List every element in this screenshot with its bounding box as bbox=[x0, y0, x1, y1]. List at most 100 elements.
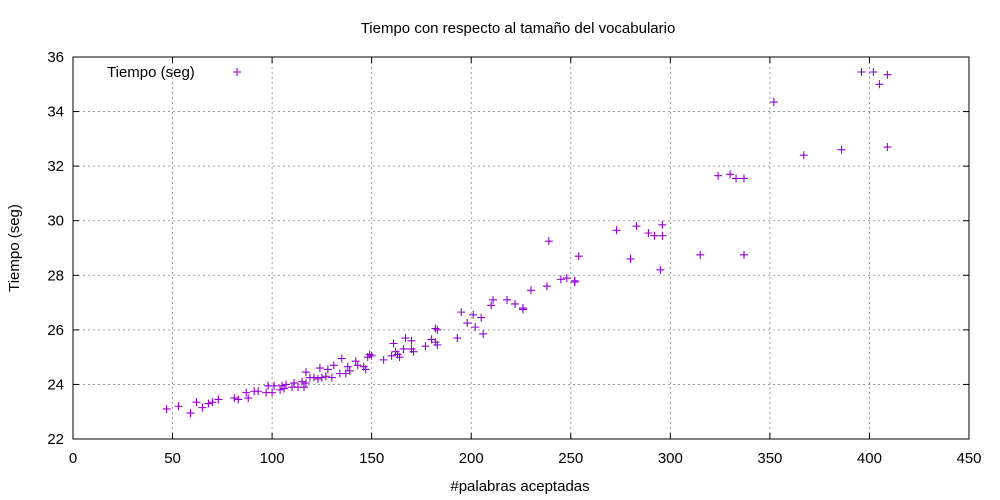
data-point bbox=[186, 409, 195, 418]
grid-lines bbox=[73, 57, 969, 439]
data-points bbox=[162, 68, 892, 418]
data-point bbox=[837, 145, 846, 154]
data-point bbox=[389, 339, 398, 348]
x-axis-tick-labels: 0 50 100 150 200 250 300 350 400 450 bbox=[69, 450, 982, 467]
data-point bbox=[463, 319, 472, 328]
y-axis-label: Tiempo (seg) bbox=[6, 204, 23, 292]
x-tick-label: 250 bbox=[558, 450, 583, 467]
data-point bbox=[268, 388, 277, 397]
data-point bbox=[301, 379, 310, 388]
data-point bbox=[254, 387, 263, 396]
data-point bbox=[282, 380, 291, 389]
data-point bbox=[407, 336, 416, 345]
data-point bbox=[343, 362, 352, 371]
x-tick-label: 300 bbox=[658, 450, 683, 467]
data-point bbox=[875, 80, 884, 89]
data-point bbox=[883, 70, 892, 79]
data-point bbox=[487, 301, 496, 310]
data-point bbox=[234, 395, 243, 404]
data-point bbox=[309, 373, 318, 382]
data-point bbox=[174, 402, 183, 411]
data-point bbox=[242, 388, 251, 397]
data-point bbox=[489, 295, 498, 304]
data-point bbox=[361, 365, 370, 374]
data-point bbox=[192, 398, 201, 407]
data-point bbox=[270, 381, 279, 390]
data-point bbox=[479, 329, 488, 338]
data-point bbox=[230, 394, 239, 403]
x-tick-label: 350 bbox=[757, 450, 782, 467]
legend-marker bbox=[233, 68, 241, 76]
chart-title: Tiempo con respecto al tamaño del vocabu… bbox=[361, 20, 676, 37]
legend-label: Tiempo (seg) bbox=[107, 64, 195, 81]
data-point bbox=[471, 323, 480, 332]
data-point bbox=[570, 276, 579, 285]
data-point bbox=[526, 286, 535, 295]
data-point bbox=[345, 366, 354, 375]
data-point bbox=[544, 237, 553, 246]
data-point bbox=[276, 385, 285, 394]
x-tick-label: 100 bbox=[260, 450, 285, 467]
data-point bbox=[409, 347, 418, 356]
data-point bbox=[518, 304, 527, 313]
data-point bbox=[280, 384, 289, 393]
data-point bbox=[726, 170, 735, 179]
y-tick-label: 26 bbox=[47, 322, 64, 339]
legend-marker-symbol bbox=[233, 68, 241, 76]
data-point bbox=[562, 274, 571, 283]
data-point bbox=[740, 174, 749, 183]
y-tick-label: 32 bbox=[47, 158, 64, 175]
data-point bbox=[433, 340, 442, 349]
data-point bbox=[365, 350, 374, 359]
data-point bbox=[313, 374, 322, 383]
data-point bbox=[453, 334, 462, 343]
data-point bbox=[469, 310, 478, 319]
data-point bbox=[650, 231, 659, 240]
data-point bbox=[214, 395, 223, 404]
data-point bbox=[696, 250, 705, 259]
data-point bbox=[511, 299, 520, 308]
data-point bbox=[883, 143, 892, 152]
y-tick-label: 28 bbox=[47, 267, 64, 284]
data-point bbox=[379, 355, 388, 364]
data-point bbox=[658, 231, 667, 240]
x-tick-label: 50 bbox=[164, 450, 181, 467]
data-point bbox=[387, 351, 396, 360]
data-point bbox=[421, 342, 430, 351]
data-point bbox=[399, 344, 408, 353]
data-point bbox=[431, 324, 440, 333]
x-tick-label: 450 bbox=[956, 450, 981, 467]
data-point bbox=[162, 404, 171, 413]
plot-frame bbox=[72, 56, 970, 440]
x-axis-label: #palabras aceptadas bbox=[450, 478, 589, 495]
data-point bbox=[353, 361, 362, 370]
data-point bbox=[503, 295, 512, 304]
data-point bbox=[208, 398, 217, 407]
data-point bbox=[632, 222, 641, 231]
data-point bbox=[351, 357, 360, 366]
data-point bbox=[799, 151, 808, 160]
y-tick-label: 24 bbox=[47, 376, 64, 393]
data-point bbox=[395, 353, 404, 362]
data-point bbox=[301, 368, 310, 377]
data-point bbox=[367, 351, 376, 360]
data-point bbox=[869, 68, 878, 77]
data-point bbox=[198, 403, 207, 412]
data-point bbox=[658, 220, 667, 229]
x-tick-label: 200 bbox=[459, 450, 484, 467]
y-tick-label: 22 bbox=[47, 431, 64, 448]
data-point bbox=[656, 265, 665, 274]
data-point bbox=[857, 68, 866, 77]
y-tick-label: 34 bbox=[47, 104, 64, 121]
data-point bbox=[290, 379, 299, 388]
data-point bbox=[612, 226, 621, 235]
y-tick-label: 30 bbox=[47, 213, 64, 230]
data-point bbox=[644, 228, 653, 237]
y-tick-label: 36 bbox=[47, 49, 64, 66]
data-point bbox=[574, 252, 583, 261]
data-point bbox=[556, 275, 565, 284]
data-point bbox=[299, 383, 308, 392]
legend: Tiempo (seg) bbox=[107, 64, 241, 81]
data-point bbox=[204, 399, 213, 408]
